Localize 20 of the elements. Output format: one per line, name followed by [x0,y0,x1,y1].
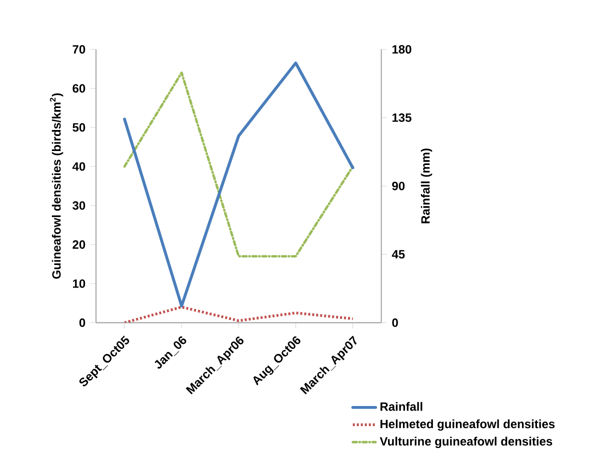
y-tick-label: 10 [73,280,86,288]
y-axis-title: Guineafowl densities (birds/km$^{2}$) [50,94,64,279]
y2-tick-label: 135 [392,114,412,122]
line-series [123,306,354,323]
y2-tick-label: 45 [392,250,405,259]
y2-axis-title: Rainfall (mm) [420,148,432,224]
line-series [123,62,354,308]
legend-label: Helmeted guineafowl densities [380,420,555,431]
y2-tick-label: 180 [392,45,412,54]
y-tick-label: 40 [72,162,86,171]
legend-label: Rainfall [380,402,422,412]
y2-tick-label: 90 [392,182,405,190]
legend-label: Vulturine guineafowl densities [380,436,552,448]
y-tick-label: 50 [72,123,86,132]
y2-tick-label: 0 [392,318,398,328]
y-tick-label: 70 [72,45,86,54]
y-tick-label: 60 [72,84,86,93]
y-tick-label: 30 [72,201,86,210]
y-tick-label: 20 [72,240,86,249]
y-tick-label: 0 [79,318,86,328]
